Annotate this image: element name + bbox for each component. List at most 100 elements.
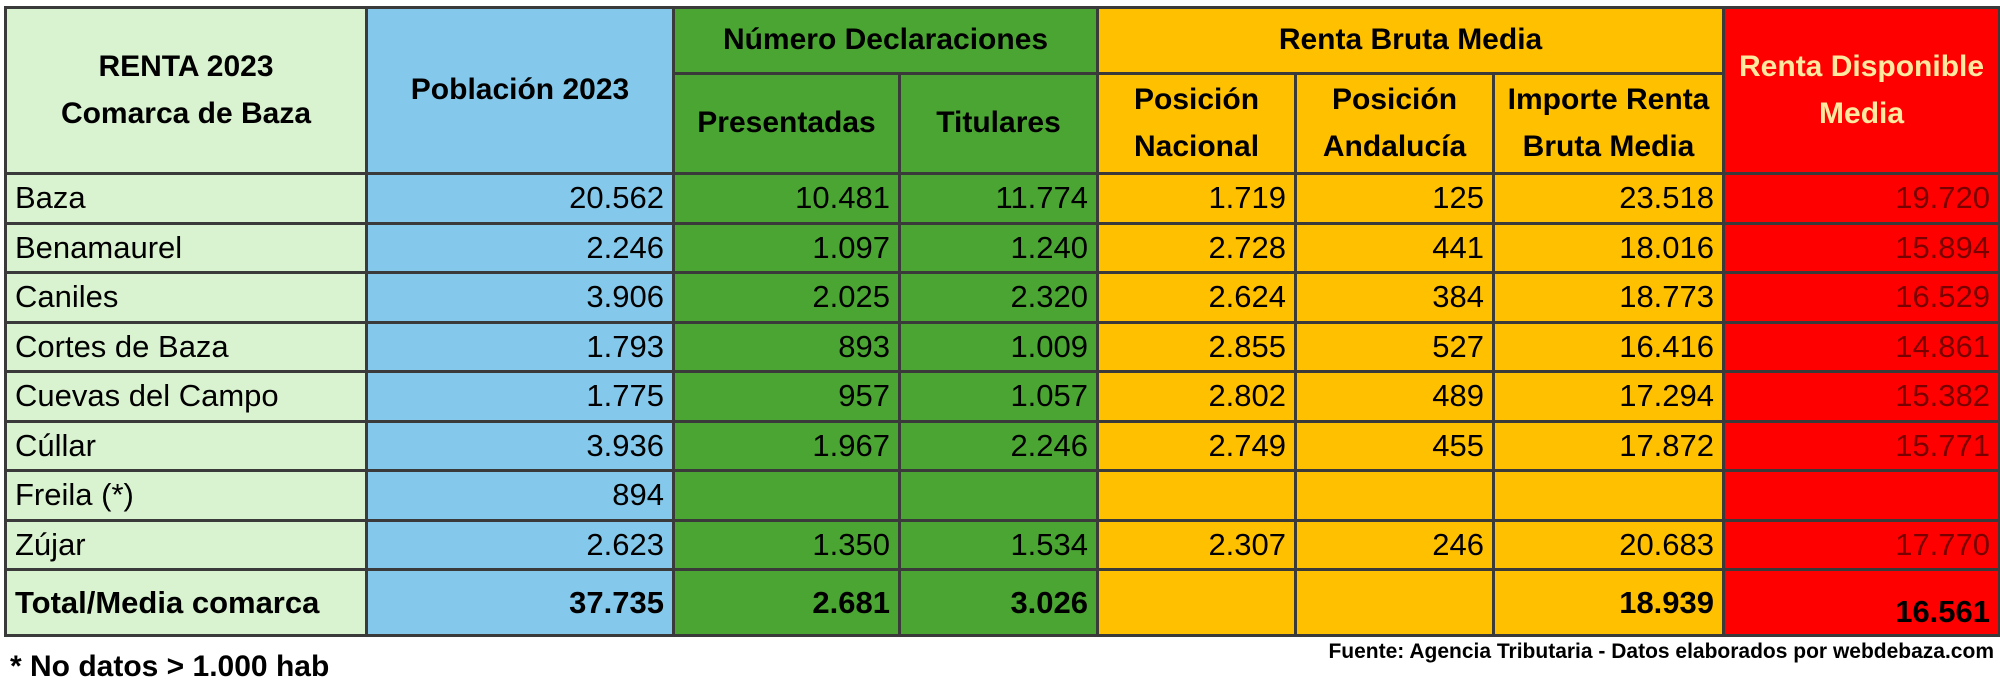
header-declaraciones: Número Declaraciones <box>671 6 1100 75</box>
cell-importe: 16.416 <box>1492 320 1726 373</box>
cell-posicion-nacional: 2.855 <box>1096 320 1298 373</box>
cell-presentadas <box>672 469 901 522</box>
total-presentadas: 2.681 <box>672 568 901 637</box>
cell-posicion-andalucia: 246 <box>1294 518 1496 571</box>
table-title-cell: RENTA 2023 Comarca de Baza <box>4 6 368 175</box>
table-row: Cortes de Baza 1.793 893 1.009 2.855 527 16.41… <box>4 320 2000 373</box>
cell-titulares: 1.009 <box>897 320 1100 373</box>
cell-poblacion: 1.775 <box>365 370 675 423</box>
cell-municipio: Cuevas del Campo <box>4 370 368 423</box>
cell-titulares: 1.534 <box>897 518 1100 571</box>
total-name: Total/Media comarca <box>4 568 368 637</box>
header-poblacion: Población 2023 <box>365 6 675 175</box>
total-titulares: 3.026 <box>897 568 1100 637</box>
table-row: Baza 20.562 10.481 11.774 1.719 125 23.518 19.7… <box>4 172 2000 225</box>
cell-importe: 17.872 <box>1492 419 1726 472</box>
header-presentadas: Presentadas <box>672 72 901 175</box>
header-posicion-nacional: Posición Nacional <box>1096 72 1298 175</box>
renta-table: RENTA 2023 Comarca de Baza Población 202… <box>4 6 2000 637</box>
total-posicion-nacional <box>1096 568 1298 637</box>
cell-poblacion: 1.793 <box>365 320 675 373</box>
cell-posicion-andalucia <box>1294 469 1496 522</box>
cell-poblacion: 2.246 <box>365 221 675 274</box>
cell-titulares: 2.246 <box>897 419 1100 472</box>
header-importe-line2: Bruta Media <box>1522 129 1695 163</box>
cell-renta-disponible <box>1722 469 2000 522</box>
cell-presentadas: 957 <box>672 370 901 423</box>
cell-renta-disponible: 15.894 <box>1722 221 2000 274</box>
table-title-line1: RENTA 2023 <box>98 50 274 83</box>
footnote: * No datos > 1.000 hab <box>10 650 330 683</box>
cell-poblacion: 20.562 <box>365 172 675 225</box>
cell-posicion-nacional: 2.728 <box>1096 221 1298 274</box>
cell-posicion-nacional: 2.307 <box>1096 518 1298 571</box>
total-posicion-andalucia <box>1294 568 1496 637</box>
cell-presentadas: 10.481 <box>672 172 901 225</box>
cell-presentadas: 2.025 <box>672 271 901 324</box>
header-renta-disponible-line2: Media <box>1819 96 1905 130</box>
table-row: Caniles 3.906 2.025 2.320 2.624 384 18.773 16.5… <box>4 271 2000 324</box>
cell-posicion-nacional: 2.802 <box>1096 370 1298 423</box>
cell-posicion-andalucia: 489 <box>1294 370 1496 423</box>
header-row-2: Presentadas Titulares Posición Nacional … <box>6 72 2000 175</box>
cell-importe: 23.518 <box>1492 172 1726 225</box>
cell-renta-disponible: 19.720 <box>1722 172 2000 225</box>
cell-titulares: 2.320 <box>897 271 1100 324</box>
header-posicion-andalucia-line2: Andalucía <box>1322 129 1467 163</box>
cell-presentadas: 1.350 <box>672 518 901 571</box>
cell-poblacion: 2.623 <box>365 518 675 571</box>
cell-municipio: Caniles <box>4 271 368 324</box>
cell-poblacion: 3.936 <box>365 419 675 472</box>
cell-importe <box>1492 469 1726 522</box>
total-importe: 18.939 <box>1492 568 1726 637</box>
cell-posicion-andalucia: 441 <box>1294 221 1496 274</box>
cell-titulares: 11.774 <box>897 172 1100 225</box>
cell-poblacion: 894 <box>365 469 675 522</box>
cell-posicion-andalucia: 527 <box>1294 320 1496 373</box>
header-importe-line1: Importe Renta <box>1507 83 1710 116</box>
cell-municipio: Freila (*) <box>4 469 368 522</box>
header-renta-disponible-line1: Renta Disponible <box>1739 50 1985 83</box>
header-posicion-nacional-line1: Posición <box>1134 83 1260 116</box>
header-posicion-nacional-line2: Nacional <box>1133 129 1260 163</box>
cell-municipio: Cortes de Baza <box>4 320 368 373</box>
table-row: Freila (*) 894 <box>4 469 2000 522</box>
cell-renta-disponible: 17.770 <box>1722 518 2000 571</box>
cell-posicion-nacional: 2.624 <box>1096 271 1298 324</box>
cell-renta-disponible: 16.529 <box>1722 271 2000 324</box>
header-posicion-andalucia: Posición Andalucía <box>1294 72 1496 175</box>
cell-renta-disponible: 15.382 <box>1722 370 2000 423</box>
cell-municipio: Benamaurel <box>4 221 368 274</box>
header-row-1: RENTA 2023 Comarca de Baza Población 202… <box>4 6 2000 175</box>
header-renta-disponible: Renta Disponible Media <box>1722 6 2000 175</box>
cell-titulares: 1.057 <box>897 370 1100 423</box>
table-row: Cúllar 3.936 1.967 2.246 2.749 455 17.872 15.77… <box>4 419 2000 472</box>
table-row: Cuevas del Campo 1.775 957 1.057 2.802 489 17.… <box>4 370 2000 423</box>
header-renta-bruta: Renta Bruta Media <box>1096 6 1726 75</box>
cell-titulares: 1.240 <box>897 221 1100 274</box>
header-titulares: Titulares <box>897 72 1100 175</box>
cell-posicion-andalucia: 384 <box>1294 271 1496 324</box>
cell-importe: 18.016 <box>1492 221 1726 274</box>
table-title-line2: Comarca de Baza <box>60 96 312 130</box>
total-poblacion: 37.735 <box>365 568 675 637</box>
cell-posicion-nacional: 1.719 <box>1096 172 1298 225</box>
cell-titulares <box>897 469 1100 522</box>
cell-posicion-nacional <box>1096 469 1298 522</box>
cell-municipio: Zújar <box>4 518 368 571</box>
table-row: Benamaurel 2.246 1.097 1.240 2.728 441 18.016 1… <box>4 221 2000 274</box>
cell-importe: 17.294 <box>1492 370 1726 423</box>
cell-renta-disponible: 14.861 <box>1722 320 2000 373</box>
total-row: Total/Media comarca 37.735 2.681 3.026 1… <box>4 568 2000 637</box>
cell-municipio: Cúllar <box>4 419 368 472</box>
cell-presentadas: 1.097 <box>672 221 901 274</box>
cell-municipio: Baza <box>4 172 368 225</box>
table-body: Baza 20.562 10.481 11.774 1.719 125 23.518 19.7… <box>4 172 2000 571</box>
cell-poblacion: 3.906 <box>365 271 675 324</box>
cell-presentadas: 1.967 <box>672 419 901 472</box>
total-renta-disponible: 16.561 <box>1722 568 2000 637</box>
cell-posicion-andalucia: 455 <box>1294 419 1496 472</box>
table-row: Zújar 2.623 1.350 1.534 2.307 246 20.683 17.770 <box>4 518 2000 571</box>
cell-importe: 20.683 <box>1492 518 1726 571</box>
cell-presentadas: 893 <box>672 320 901 373</box>
